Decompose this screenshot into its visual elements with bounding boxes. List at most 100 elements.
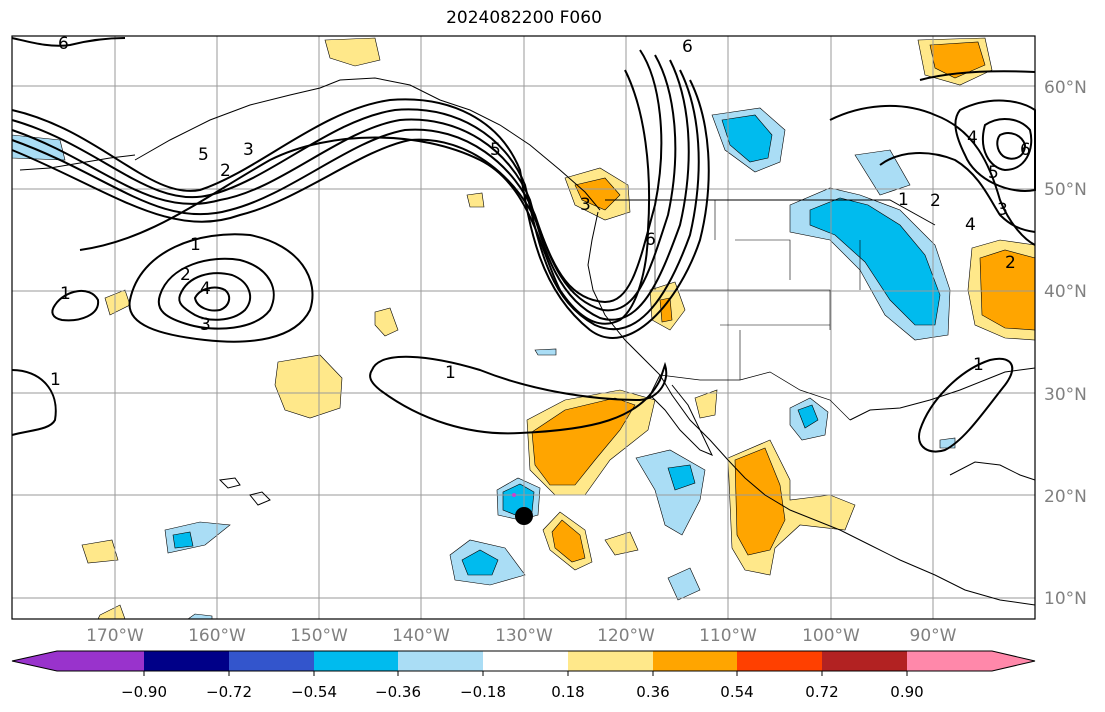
- yucatan: [949, 461, 1036, 481]
- colorbar-segment: [314, 651, 398, 671]
- negative-area-south-pacific-core: [461, 549, 499, 576]
- lon-label: 130°W: [495, 626, 553, 646]
- contour-gulf-1: [918, 357, 1014, 453]
- contour-label: 1: [898, 190, 909, 210]
- mexico-border: [659, 371, 851, 421]
- colorbar-tick-label: 0.90: [890, 683, 923, 701]
- contour-low-2: [157, 257, 275, 330]
- lon-label: 140°W: [392, 626, 450, 646]
- gulf-coast: [849, 367, 1036, 421]
- canada-us-border: [605, 199, 936, 226]
- contour-label: 4: [965, 215, 976, 235]
- contour-label: 3: [243, 140, 254, 160]
- contour-ridge-5: [11, 49, 663, 304]
- contour-label: 5: [988, 163, 999, 183]
- colorbar-segment: [907, 651, 992, 671]
- contour-east-low-2: [982, 118, 1033, 172]
- contour-1-subtropic: [369, 355, 668, 435]
- contour-label: 1: [190, 235, 201, 255]
- contour-label: 1: [445, 363, 456, 383]
- contour-east-low-3: [996, 132, 1027, 160]
- lon-label: 100°W: [802, 626, 860, 646]
- plot-title: 2024082200 F060: [446, 8, 602, 28]
- contour-ridge-1: [11, 79, 710, 339]
- positive-area-bc-coast-core: [574, 177, 621, 211]
- contour-northeast: [919, 70, 1036, 81]
- colorbar-tick-label: 0.54: [720, 683, 753, 701]
- contour-label: 5: [490, 140, 501, 160]
- colorbar-segment: [653, 651, 737, 671]
- lon-label: 160°W: [188, 626, 246, 646]
- hawaii: [218, 477, 271, 506]
- baja-peninsula: [649, 374, 714, 456]
- lon-label: 90°W: [910, 626, 957, 646]
- positive-area-mexico-core: [734, 447, 786, 556]
- contour-ridge-4: [11, 54, 677, 312]
- contour-label: 2: [1005, 253, 1016, 273]
- colorbar-segment: [822, 651, 907, 671]
- colorbar-tick-label: −0.72: [206, 683, 252, 701]
- negative-area-west-pacific-core: [172, 531, 194, 549]
- colorbar-tick-label: −0.54: [291, 683, 337, 701]
- negative-area-southeast-small: [667, 567, 701, 601]
- gridlines: [12, 36, 1035, 619]
- negative-area-lakes-north: [854, 149, 911, 196]
- positive-area-mid-pacific: [274, 354, 343, 419]
- contour-east-high-2: [879, 152, 1036, 233]
- contour-label: 3: [580, 195, 591, 215]
- lat-label: 60°N: [1044, 78, 1087, 98]
- contour-ridge-3: [11, 59, 690, 321]
- contour-ridge-2: [11, 69, 700, 331]
- colorbar-extend-right: [992, 651, 1035, 671]
- colorbar-segment: [398, 651, 483, 671]
- contour-low-4: [193, 286, 231, 312]
- colorbar-tick-label: −0.90: [121, 683, 167, 701]
- shaded-fields: [11, 37, 1036, 620]
- contour-ridge-6: [79, 69, 651, 325]
- contour-label: 2: [930, 191, 941, 211]
- coastlines: [19, 77, 1036, 606]
- colorbar-segment: [737, 651, 822, 671]
- colorbar-tick-label: −0.36: [375, 683, 421, 701]
- north-america-west-coast: [587, 211, 1036, 606]
- negative-area-texas-core: [797, 404, 819, 429]
- contour-label-group: 6 6 5 4 3 2 1 5 2 3 6 1 2 4 3 1 1 1 2 3 …: [50, 34, 1031, 390]
- lat-label: 30°N: [1044, 385, 1087, 405]
- colorbar-tick-label: 0.36: [636, 683, 669, 701]
- contour-label: 1: [50, 370, 61, 390]
- contour-label: 1: [60, 284, 71, 304]
- contour-1-west: [51, 290, 100, 322]
- positive-area-south-3: [81, 539, 119, 564]
- positive-area-small-1: [374, 307, 399, 337]
- contour-low-1: [128, 233, 314, 343]
- colorbar-tick-label: 0.18: [551, 683, 584, 701]
- contour-label: 4: [200, 279, 211, 299]
- negative-area-gulf: [939, 437, 956, 449]
- colorbar-outline: [11, 650, 1036, 672]
- contour-label: 6: [58, 34, 69, 54]
- colorbar-segment: [229, 651, 314, 671]
- contour-label: 3: [200, 315, 211, 335]
- contour-label: 2: [180, 265, 191, 285]
- lat-label: 50°N: [1044, 180, 1087, 200]
- positive-area-small-3: [466, 192, 485, 208]
- alaska-coast: [134, 77, 601, 211]
- negative-area-central-us-core: [809, 197, 941, 326]
- contours: [11, 37, 1036, 453]
- contour-east-low-1: [954, 99, 1036, 192]
- colorbar-extend-left: [12, 651, 57, 671]
- negative-area-montana-core: [721, 114, 773, 163]
- positive-area-alaska-north: [324, 37, 381, 67]
- colorbar: −0.90 −0.72 −0.54 −0.36 −0.18 0.18 0.36 …: [11, 650, 1036, 701]
- contour-low-3: [178, 272, 252, 321]
- lon-label: 150°W: [290, 626, 348, 646]
- aleutians: [19, 154, 136, 171]
- colorbar-segment: [144, 651, 229, 671]
- positive-area-california-core: [659, 297, 673, 323]
- negative-area-pacific-mexico-core: [667, 464, 696, 491]
- contour-label: 6: [682, 37, 693, 57]
- lon-label: 170°W: [86, 626, 144, 646]
- contour-label: 4: [967, 128, 978, 148]
- plot-border: [11, 35, 1036, 620]
